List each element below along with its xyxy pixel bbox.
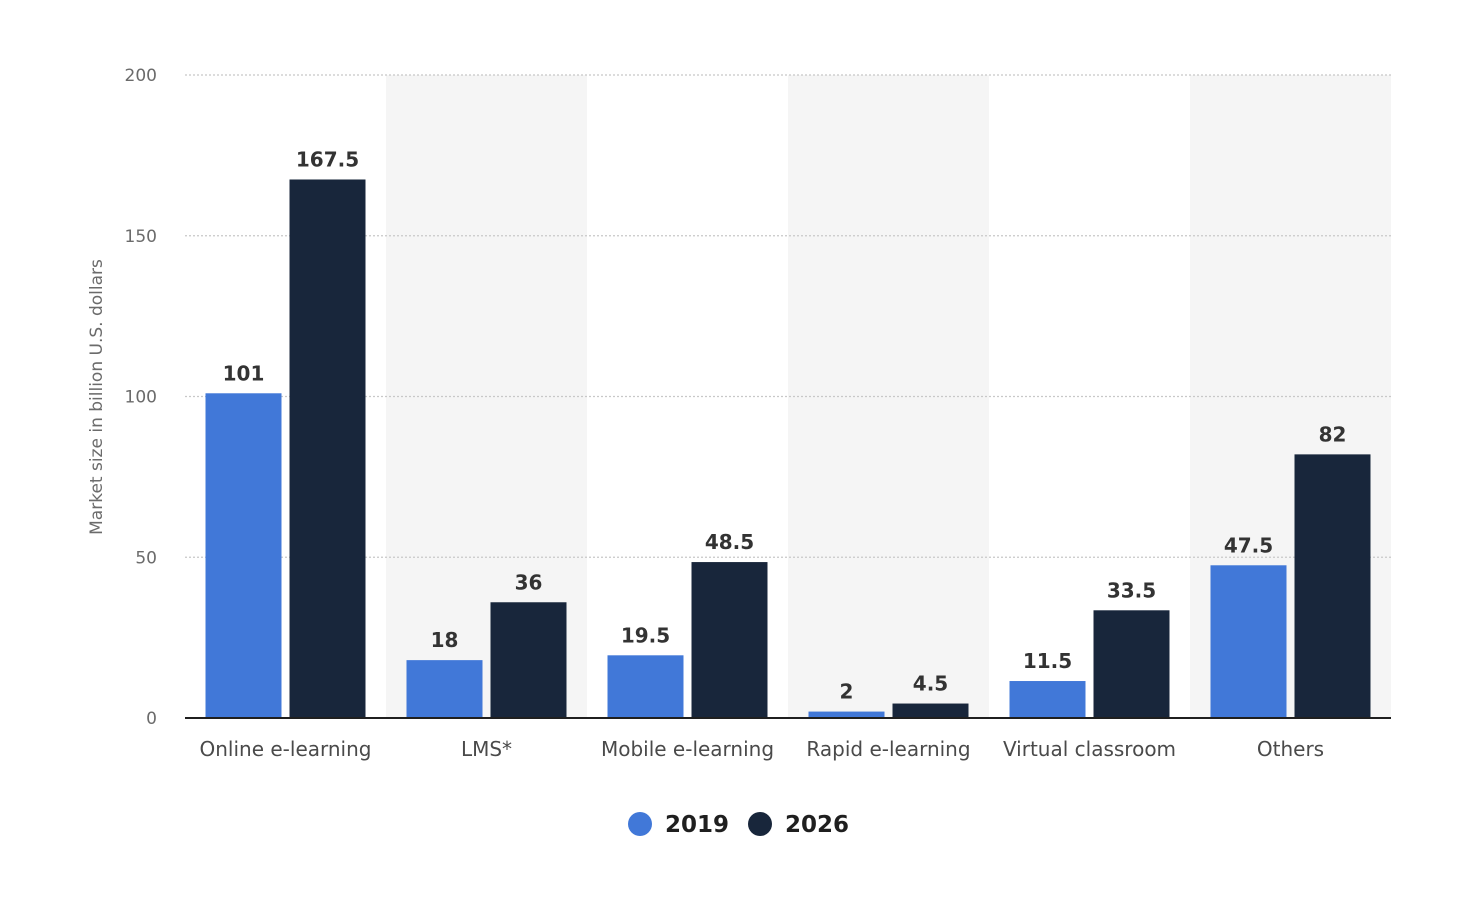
data-label: 2 xyxy=(840,680,854,704)
x-tick-label: Mobile e-learning xyxy=(601,737,774,761)
x-tick-label: Virtual classroom xyxy=(1003,737,1176,761)
y-tick-label: 0 xyxy=(146,709,157,729)
data-label: 18 xyxy=(431,628,459,652)
bar-2026 xyxy=(1294,454,1371,718)
bar-2026 xyxy=(289,179,366,719)
data-label: 4.5 xyxy=(913,672,948,696)
y-axis-label: Market size in billion U.S. dollars xyxy=(87,259,107,535)
x-tick-label: LMS* xyxy=(461,737,512,761)
data-label: 36 xyxy=(515,570,543,594)
y-tick-label: 200 xyxy=(125,66,157,86)
bars xyxy=(205,179,1371,719)
y-tick-labels: 0 50 100 150 200 xyxy=(125,66,157,729)
legend-marker-2019 xyxy=(628,812,652,836)
data-label: 19.5 xyxy=(621,623,670,647)
y-tick-label: 150 xyxy=(125,227,157,247)
data-label: 82 xyxy=(1319,422,1347,446)
y-tick-label: 100 xyxy=(125,388,157,408)
x-tick-label: Rapid e-learning xyxy=(806,737,970,761)
bar-2026 xyxy=(691,562,768,718)
bar-2019 xyxy=(607,655,684,718)
legend: 2019 2026 xyxy=(628,812,849,838)
bar-2019 xyxy=(406,660,483,718)
data-label: 48.5 xyxy=(705,530,754,554)
data-label: 167.5 xyxy=(296,147,359,171)
bar-2026 xyxy=(490,602,567,718)
data-label: 47.5 xyxy=(1224,533,1273,557)
gridlines xyxy=(185,74,1391,558)
x-tick-label: Online e-learning xyxy=(200,737,372,761)
bar-2019 xyxy=(1009,681,1086,718)
bar-2019 xyxy=(808,711,885,718)
bar-2026 xyxy=(1093,610,1170,718)
bar-2019 xyxy=(1210,565,1287,718)
y-tick-label: 50 xyxy=(135,548,157,568)
category-labels: Online e-learning LMS* Mobile e-learning Ra… xyxy=(200,737,1325,761)
value-labels: 101 167.5 18 36 19.5 48.5 2 4.5 11.5 33.5 47.5 82 xyxy=(223,147,1347,703)
legend-label: 2019 xyxy=(665,812,729,838)
data-label: 11.5 xyxy=(1023,649,1072,673)
bar-2026 xyxy=(892,703,969,718)
data-label: 33.5 xyxy=(1107,578,1156,602)
bar-2019 xyxy=(205,393,282,718)
x-tick-label: Others xyxy=(1257,737,1324,761)
legend-marker-2026 xyxy=(748,812,772,836)
legend-label: 2026 xyxy=(785,812,849,838)
data-label: 101 xyxy=(223,361,265,385)
